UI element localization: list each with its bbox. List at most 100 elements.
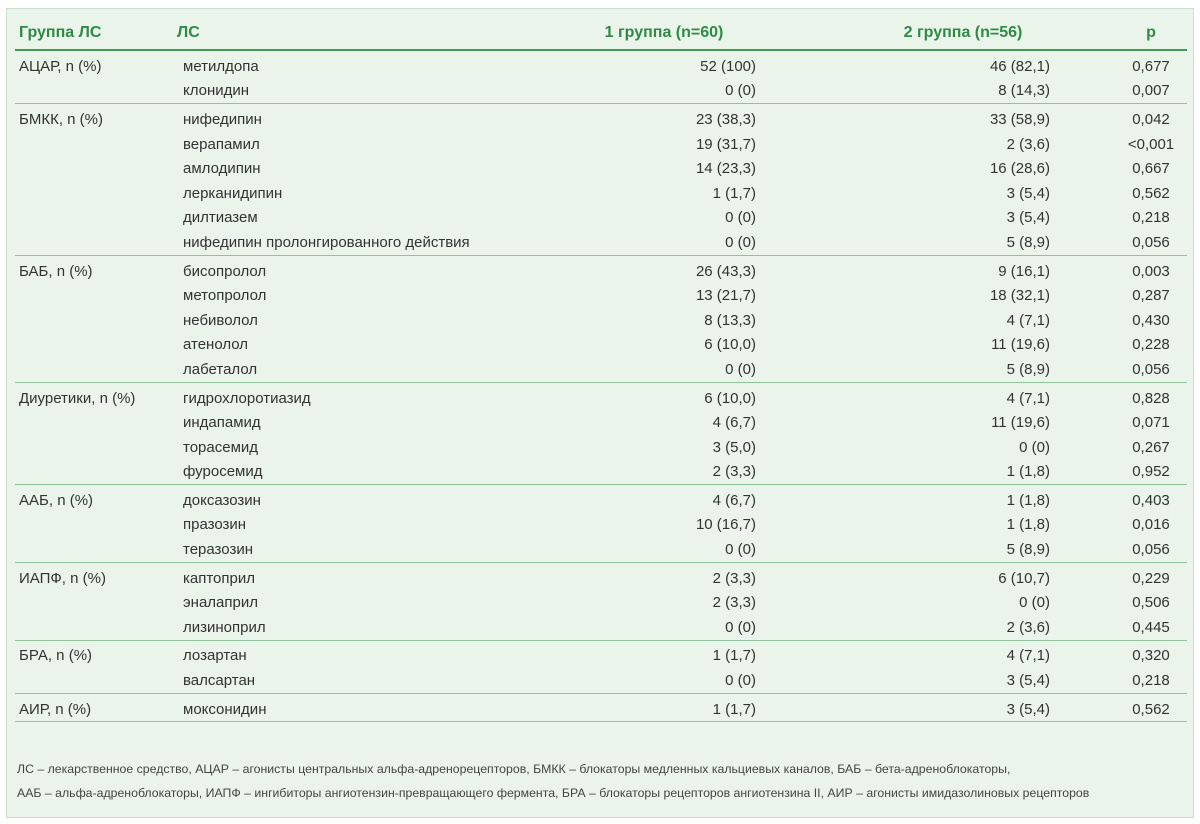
group-1-cell: 13 (21,7): [695, 287, 756, 305]
drug-cell: теразозин: [173, 537, 517, 563]
header-group: Группа ЛС: [15, 17, 173, 51]
group-name-cell: [15, 333, 173, 358]
header-group-1: 1 группа (n=60): [517, 17, 811, 51]
group-name-cell: [15, 78, 173, 105]
group-1-cell: 26 (43,3): [695, 262, 756, 280]
table-row: лабеталол 0 (0) 5 (8,9) 0,056: [15, 357, 1187, 383]
p-value-cell: 0,667: [1132, 160, 1170, 178]
group-name-cell: [15, 615, 173, 641]
group-1-cell: 0 (0): [517, 615, 811, 641]
group-2-cell: 33 (58,9): [989, 110, 1050, 128]
group-2-cell: 4 (7,1): [1006, 311, 1050, 329]
group-2-cell: 2 (3,6): [1006, 135, 1050, 153]
p-value-cell: 0,016: [1132, 516, 1170, 534]
group-name-cell: [15, 590, 173, 615]
group-2-cell: 9 (16,1): [998, 262, 1050, 280]
p-value-cell: 0,506: [1132, 594, 1170, 612]
group-name-cell: БРА, n (%): [19, 647, 93, 665]
group-name-cell: [15, 132, 173, 157]
group-2-cell: 18 (32,1): [989, 287, 1050, 305]
p-value-cell: 0,229: [1132, 569, 1170, 587]
group-1-cell: 0 (0): [725, 209, 756, 227]
drug-cell: дилтиазем: [183, 209, 258, 227]
drug-cell: фуросемид: [173, 459, 517, 486]
table-row: БМКК, n (%) нифедипин 23 (38,3) 33 (58,9) 0,…: [15, 104, 1187, 132]
group-2-cell: 1 (1,8): [1006, 516, 1050, 534]
group-name-cell: Диуретики, n (%): [19, 389, 136, 407]
table-row: небиволол 8 (13,3) 4 (7,1) 0,430: [15, 308, 1187, 333]
table-row: метопролол 13 (21,7) 18 (32,1) 0,287: [15, 283, 1187, 308]
drug-cell: клонидин: [173, 78, 517, 105]
group-2-cell: 3 (5,4): [1006, 184, 1050, 202]
group-1-cell: 0 (0): [517, 78, 811, 105]
table-row: празозин 10 (16,7) 1 (1,8) 0,016: [15, 513, 1187, 538]
group-1-cell: 23 (38,3): [695, 110, 756, 128]
group-name-cell: [15, 537, 173, 563]
group-name-cell: [15, 230, 173, 256]
group-2-cell: 5 (8,9): [811, 357, 1115, 383]
group-name-cell: [15, 357, 173, 383]
drug-cell: лабеталол: [173, 357, 517, 383]
p-value-cell: 0,320: [1132, 647, 1170, 665]
drug-cell: атенолол: [183, 336, 249, 354]
group-2-cell: 5 (8,9): [811, 230, 1115, 256]
group-2-cell: 5 (8,9): [811, 537, 1115, 563]
group-1-cell: 1 (1,7): [712, 647, 756, 665]
p-value-cell: 0,430: [1132, 311, 1170, 329]
group-name-cell: [15, 435, 173, 460]
table-row: торасемид 3 (5,0) 0 (0) 0,267: [15, 435, 1187, 460]
group-1-cell: 19 (31,7): [695, 135, 756, 153]
group-1-cell: 2 (3,3): [517, 459, 811, 486]
group-name-cell: АИР, n (%): [15, 693, 173, 723]
table-body: АЦАР, n (%) метилдопа 52 (100) 46 (82,1) 0,6…: [15, 50, 1187, 723]
group-name-cell: ААБ, n (%): [19, 491, 94, 509]
table-panel: Группа ЛС ЛС 1 группа (n=60) 2 группа (n…: [6, 8, 1194, 818]
table-row: индапамид 4 (6,7) 11 (19,6) 0,071: [15, 410, 1187, 435]
group-name-cell: [15, 181, 173, 206]
group-name-cell: АЦАР, n (%): [19, 57, 102, 75]
drug-cell: лозартан: [183, 647, 247, 665]
p-value-cell: 0,218: [1132, 209, 1170, 227]
group-2-cell: 4 (7,1): [1006, 647, 1050, 665]
group-1-cell: 1 (1,7): [712, 184, 756, 202]
group-2-cell: 11 (19,6): [991, 414, 1050, 432]
group-1-cell: 3 (5,0): [712, 438, 756, 456]
header-group-2: 2 группа (n=56): [811, 17, 1115, 51]
group-2-cell: 0 (0): [1019, 594, 1050, 612]
group-name-cell: [15, 156, 173, 181]
drug-cell: эналаприл: [183, 594, 258, 612]
group-1-cell: 0 (0): [517, 230, 811, 256]
drug-cell: празозин: [183, 516, 247, 534]
drug-cell: бисопролол: [183, 262, 267, 280]
table-row: атенолол 6 (10,0) 11 (19,6) 0,228: [15, 333, 1187, 358]
p-value-cell: 0,218: [1115, 668, 1187, 694]
drug-cell: доксазозин: [183, 491, 261, 509]
p-value-cell: 0,562: [1132, 184, 1170, 202]
group-name-cell: БМКК, n (%): [19, 110, 103, 128]
table-row: фуросемид 2 (3,3) 1 (1,8) 0,952: [15, 459, 1187, 486]
group-name-cell: [15, 308, 173, 333]
group-1-cell: 1 (1,7): [517, 693, 811, 723]
group-2-cell: 0 (0): [1019, 438, 1050, 456]
group-2-cell: 2 (3,6): [811, 615, 1115, 641]
group-name-cell: БАБ, n (%): [19, 262, 93, 280]
group-1-cell: 14 (23,3): [695, 160, 756, 178]
group-2-cell: 3 (5,4): [811, 693, 1115, 723]
p-value-cell: 0,445: [1115, 615, 1187, 641]
group-1-cell: 0 (0): [517, 668, 811, 694]
group-name-cell: [15, 513, 173, 538]
header-drug: ЛС: [173, 17, 517, 51]
table-row: амлодипин 14 (23,3) 16 (28,6) 0,667: [15, 156, 1187, 181]
p-value-cell: 0,056: [1115, 230, 1187, 256]
drug-cell: нифедипин пролонгированного действия: [173, 230, 517, 256]
footnote-line: ЛС – лекарственное средство, АЦАР – агон…: [17, 762, 1011, 776]
p-value-cell: 0,003: [1132, 262, 1170, 280]
table-row: эналаприл 2 (3,3) 0 (0) 0,506: [15, 590, 1187, 615]
drug-cell: верапамил: [183, 135, 260, 153]
table-row: БРА, n (%) лозартан 1 (1,7) 4 (7,1) 0,320: [15, 640, 1187, 668]
group-1-cell: 2 (3,3): [712, 569, 756, 587]
drug-cell: амлодипин: [183, 160, 261, 178]
p-value-cell: 0,056: [1115, 357, 1187, 383]
drug-cell: лерканидипин: [183, 184, 283, 202]
table-row: ААБ, n (%) доксазозин 4 (6,7) 1 (1,8) 0,403: [15, 485, 1187, 513]
